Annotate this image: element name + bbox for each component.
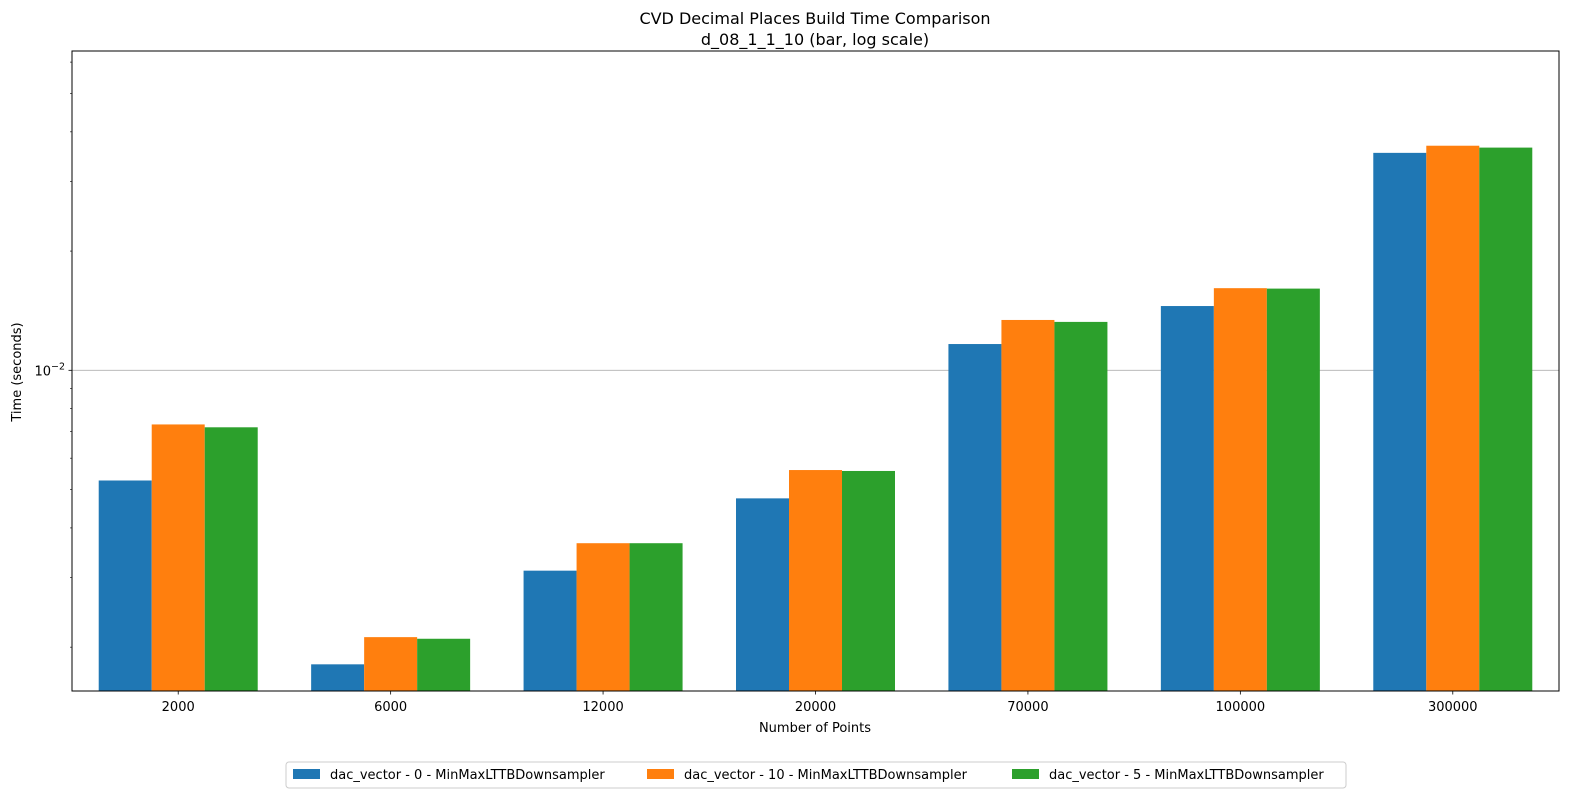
bar-70000-series-0 bbox=[948, 344, 1002, 691]
legend-box bbox=[285, 761, 1347, 789]
x-tick-label: 6000 bbox=[374, 700, 407, 715]
bar-300000-series-0 bbox=[1373, 152, 1427, 692]
bar-300000-series-2 bbox=[1479, 147, 1533, 691]
bar-70000-series-1 bbox=[1001, 319, 1055, 691]
bar-100000-series-0 bbox=[1160, 306, 1214, 691]
x-tick-label: 100000 bbox=[1216, 700, 1266, 715]
legend-swatch bbox=[1012, 769, 1039, 779]
chart-title: CVD Decimal Places Build Time Comparison bbox=[639, 9, 990, 28]
bar-6000-series-1 bbox=[364, 637, 418, 691]
y-axis-label: Time (seconds) bbox=[10, 322, 25, 422]
x-axis-label: Number of Points bbox=[759, 721, 871, 736]
bar-2000-series-1 bbox=[151, 424, 205, 691]
bar-20000-series-0 bbox=[736, 498, 789, 691]
bar-12000-series-1 bbox=[576, 543, 630, 691]
bar-2000-series-2 bbox=[204, 427, 258, 691]
bar-2000-series-0 bbox=[98, 480, 152, 691]
bar-20000-series-1 bbox=[789, 470, 842, 691]
tick-labels-layer: 10−2 2000 6000 12000 20000 70000 100000 300000 bbox=[34, 361, 1477, 715]
bar-70000-series-2 bbox=[1054, 321, 1108, 691]
bar-300000-series-1 bbox=[1426, 145, 1480, 691]
plot-frame bbox=[71, 50, 1560, 692]
legend-swatch bbox=[293, 769, 320, 779]
chart-subtitle: d_08_1_1_10 (bar, log scale) bbox=[701, 30, 929, 50]
axes-layer bbox=[68, 50, 1560, 695]
bar-12000-series-2 bbox=[629, 543, 683, 691]
legend-label: dac_vector - 0 - MinMaxLTTBDownsampler bbox=[330, 768, 605, 783]
bar-12000-series-0 bbox=[523, 570, 577, 691]
legend-label: dac_vector - 5 - MinMaxLTTBDownsampler bbox=[1049, 768, 1324, 783]
x-tick-label: 12000 bbox=[582, 700, 623, 715]
x-tick-label: 70000 bbox=[1007, 700, 1048, 715]
x-tick-label: 300000 bbox=[1428, 700, 1478, 715]
x-tick-label: 20000 bbox=[795, 700, 836, 715]
y-tick-label: 10−2 bbox=[34, 361, 65, 379]
bar-100000-series-1 bbox=[1213, 288, 1267, 691]
bar-6000-series-0 bbox=[311, 664, 365, 691]
bar-20000-series-2 bbox=[842, 470, 895, 691]
legend: dac_vector - 0 - MinMaxLTTBDownsampler da… bbox=[285, 761, 1347, 789]
bars-layer bbox=[98, 145, 1533, 692]
legend-swatch bbox=[647, 769, 674, 779]
legend-label: dac_vector - 10 - MinMaxLTTBDownsampler bbox=[684, 768, 968, 783]
bar-100000-series-2 bbox=[1266, 288, 1320, 691]
x-tick-label: 2000 bbox=[162, 700, 195, 715]
bar-6000-series-2 bbox=[417, 638, 471, 691]
